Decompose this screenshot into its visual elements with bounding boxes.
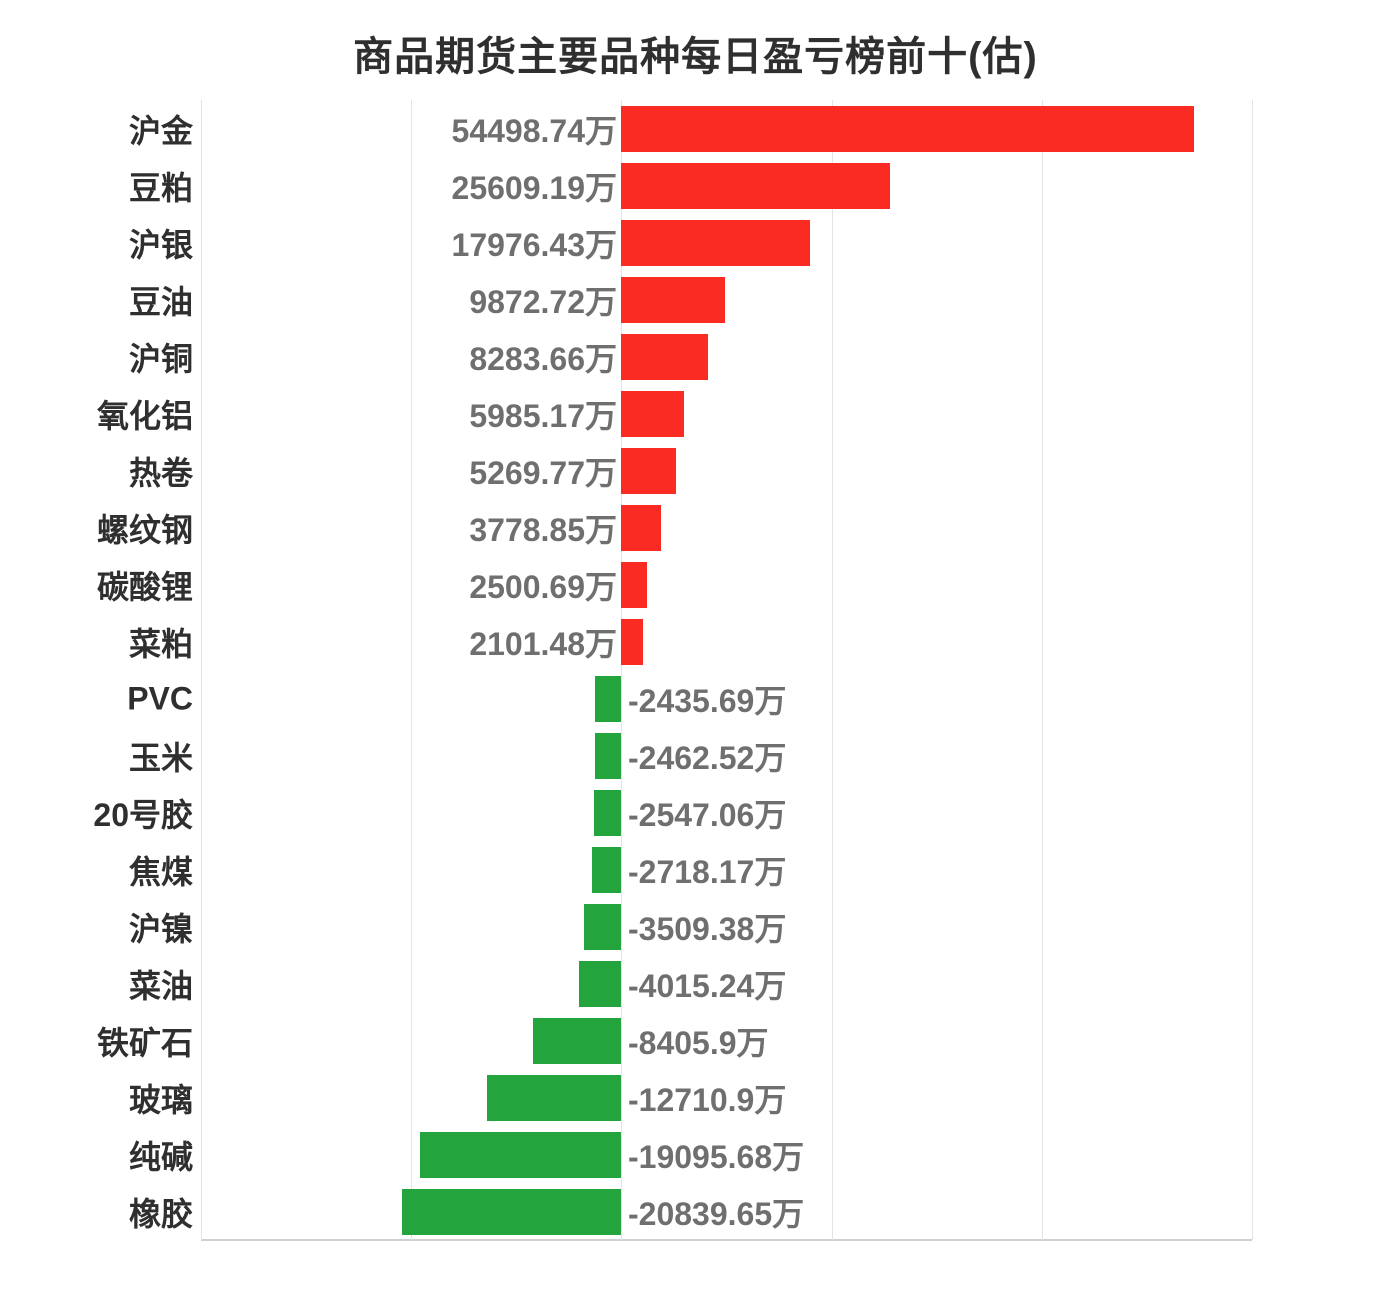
category-label: 菜粕: [128, 625, 193, 662]
negative-bar[interactable]: [594, 789, 621, 836]
bar-row: 沪金 54498.74万: [0, 100, 1391, 157]
category-label: 豆粕: [128, 169, 193, 206]
gridline: [411, 100, 412, 1240]
gridline: [832, 100, 833, 1240]
value-label: -3509.38万: [628, 910, 787, 947]
bar-row: PVC -2435.69万: [0, 670, 1391, 727]
category-label: 沪铜: [128, 340, 193, 377]
value-label: 2500.69万: [469, 568, 617, 605]
positive-bar[interactable]: [621, 447, 676, 494]
value-label: -2718.17万: [628, 853, 787, 890]
gridline: [201, 100, 202, 1240]
positive-bar[interactable]: [621, 390, 684, 437]
negative-bar[interactable]: [592, 846, 621, 893]
category-label: 氧化铝: [96, 397, 193, 434]
value-label: -12710.9万: [628, 1081, 787, 1118]
category-label: PVC: [127, 680, 193, 716]
category-label: 菜油: [128, 967, 193, 1004]
bar-row: 铁矿石 -8405.9万: [0, 1012, 1391, 1069]
gridline: [1042, 100, 1043, 1240]
value-label: 54498.74万: [451, 112, 617, 149]
positive-bar[interactable]: [621, 105, 1194, 152]
category-label: 纯碱: [128, 1138, 193, 1175]
positive-bar[interactable]: [621, 561, 647, 608]
bar-row: 热卷 5269.77万: [0, 442, 1391, 499]
x-axis-line: [201, 1239, 1252, 1241]
positive-bar[interactable]: [621, 618, 643, 665]
bar-row: 沪铜 8283.66万: [0, 328, 1391, 385]
negative-bar[interactable]: [402, 1188, 621, 1235]
value-label: 5985.17万: [469, 397, 617, 434]
bar-row: 沪镍 -3509.38万: [0, 898, 1391, 955]
value-label: -2547.06万: [628, 796, 787, 833]
category-label: 碳酸锂: [96, 568, 193, 605]
category-label: 铁矿石: [96, 1024, 193, 1061]
positive-bar[interactable]: [621, 333, 708, 380]
value-label: 9872.72万: [469, 283, 617, 320]
bar-row: 豆油 9872.72万: [0, 271, 1391, 328]
bar-row: 碳酸锂 2500.69万: [0, 556, 1391, 613]
positive-bar[interactable]: [621, 162, 890, 209]
negative-bar[interactable]: [533, 1017, 621, 1064]
positive-bar[interactable]: [621, 219, 810, 266]
category-label: 焦煤: [128, 853, 193, 890]
gridline: [621, 100, 622, 1240]
category-label: 热卷: [128, 454, 193, 491]
value-label: 2101.48万: [469, 625, 617, 662]
bar-row: 豆粕 25609.19万: [0, 157, 1391, 214]
bar-row: 焦煤 -2718.17万: [0, 841, 1391, 898]
bar-row: 螺纹钢 3778.85万: [0, 499, 1391, 556]
negative-bar[interactable]: [595, 675, 621, 722]
value-label: 3778.85万: [469, 511, 617, 548]
value-label: -20839.65万: [628, 1195, 805, 1232]
bar-row: 菜粕 2101.48万: [0, 613, 1391, 670]
gridline: [1252, 100, 1253, 1240]
bar-row: 沪银 17976.43万: [0, 214, 1391, 271]
positive-bar[interactable]: [621, 276, 725, 323]
category-label: 橡胶: [128, 1195, 193, 1232]
bar-row: 20号胶 -2547.06万: [0, 784, 1391, 841]
category-label: 沪银: [128, 226, 193, 263]
category-label: 螺纹钢: [96, 511, 193, 548]
value-label: -4015.24万: [628, 967, 787, 1004]
category-label: 玻璃: [128, 1081, 193, 1118]
plot-area: [201, 100, 1253, 1241]
category-label: 玉米: [128, 739, 193, 776]
value-label: -2462.52万: [628, 739, 787, 776]
negative-bar[interactable]: [584, 903, 621, 950]
category-label: 沪金: [128, 112, 193, 149]
value-label: -2435.69万: [628, 682, 787, 719]
value-label: -19095.68万: [628, 1138, 805, 1175]
bar-row: 氧化铝 5985.17万: [0, 385, 1391, 442]
category-label: 豆油: [128, 283, 193, 320]
negative-bar[interactable]: [595, 732, 621, 779]
bar-row: 玉米 -2462.52万: [0, 727, 1391, 784]
bar-row: 玻璃 -12710.9万: [0, 1069, 1391, 1126]
bar-row: 菜油 -4015.24万: [0, 955, 1391, 1012]
category-label: 沪镍: [128, 910, 193, 947]
positive-bar[interactable]: [621, 504, 661, 551]
bar-row: 纯碱 -19095.68万: [0, 1126, 1391, 1183]
value-label: 17976.43万: [451, 226, 617, 263]
value-label: 5269.77万: [469, 454, 617, 491]
value-label: 25609.19万: [451, 169, 617, 206]
negative-bar[interactable]: [420, 1131, 621, 1178]
value-label: 8283.66万: [469, 340, 617, 377]
value-label: -8405.9万: [628, 1024, 769, 1061]
negative-bar[interactable]: [487, 1074, 621, 1121]
chart-title: 商品期货主要品种每日盈亏榜前十(估): [353, 35, 1038, 79]
bar-row: 橡胶 -20839.65万: [0, 1183, 1391, 1240]
category-label: 20号胶: [93, 796, 193, 833]
negative-bar[interactable]: [579, 960, 621, 1007]
